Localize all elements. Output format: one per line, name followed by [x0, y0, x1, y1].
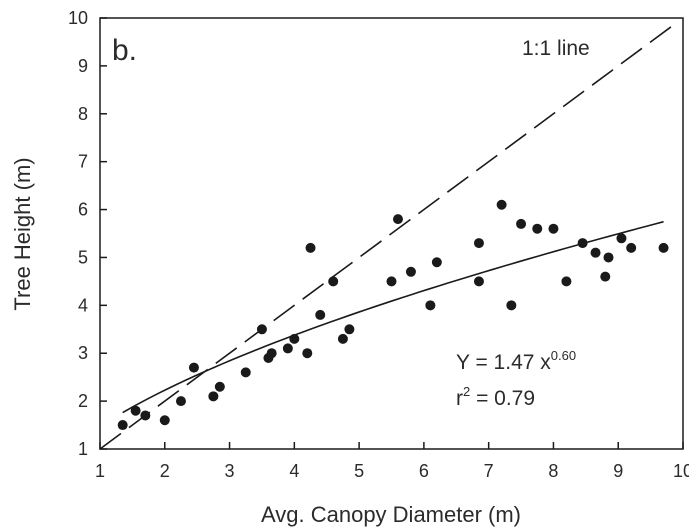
data-point	[130, 405, 141, 416]
data-point	[282, 343, 293, 354]
data-point	[256, 324, 267, 335]
x-tick-label: 7	[484, 461, 494, 481]
r-squared-value: = 0.79	[470, 387, 535, 410]
data-point	[337, 333, 348, 344]
y-tick-label: 2	[78, 391, 88, 411]
y-axis-title: Tree Height (m)	[10, 157, 35, 310]
data-point	[431, 257, 442, 268]
x-tick-label: 5	[354, 461, 364, 481]
tick-labels: 1 2 3 4 5 6 7 8 9 10 1 2 3 4 5 6 7 8 9 10	[68, 8, 689, 481]
x-tick-label: 9	[613, 461, 623, 481]
data-point	[532, 223, 543, 234]
data-point	[658, 242, 669, 253]
r-squared-exponent: 2	[463, 384, 470, 399]
reference-line-group	[99, 24, 674, 450]
data-point	[175, 396, 186, 407]
data-point	[315, 309, 326, 320]
data-point	[386, 276, 397, 287]
panel-label: b.	[112, 34, 137, 67]
data-point	[590, 247, 601, 258]
data-point	[616, 233, 627, 244]
data-point	[289, 333, 300, 344]
data-point	[603, 252, 614, 263]
data-point	[577, 238, 588, 249]
fit-r-squared: r2 = 0.79	[456, 384, 535, 410]
data-point	[117, 420, 128, 431]
r-squared-label: r	[456, 387, 463, 410]
data-point	[506, 300, 517, 311]
data-point	[600, 271, 611, 282]
data-point	[140, 410, 151, 421]
data-point	[344, 324, 355, 335]
data-point	[561, 276, 572, 287]
y-tick-label: 7	[78, 152, 88, 172]
data-point	[392, 214, 403, 225]
data-point	[425, 300, 436, 311]
x-tick-label: 1	[95, 461, 105, 481]
fit-curve	[122, 220, 664, 414]
fit-curve-group	[122, 220, 664, 414]
data-points	[117, 199, 669, 431]
data-point	[240, 367, 251, 378]
data-point	[328, 276, 339, 287]
data-point	[496, 199, 507, 210]
reference-line-label: 1:1 line	[522, 37, 590, 60]
data-point	[214, 381, 225, 392]
y-tick-label: 1	[78, 439, 88, 459]
one-to-one-line	[99, 24, 674, 450]
data-point	[473, 238, 484, 249]
data-point	[302, 348, 313, 359]
data-point	[548, 223, 559, 234]
data-point	[188, 362, 199, 373]
fit-equation-exponent: 0.60	[551, 348, 576, 363]
y-tick-label: 10	[68, 8, 88, 28]
x-tick-label: 8	[548, 461, 558, 481]
x-tick-label: 4	[289, 461, 299, 481]
y-tick-label: 9	[78, 56, 88, 76]
x-tick-label: 10	[673, 461, 689, 481]
data-point	[405, 266, 416, 277]
data-point	[266, 348, 277, 359]
data-point	[626, 242, 637, 253]
data-point	[208, 391, 219, 402]
y-tick-label: 3	[78, 343, 88, 363]
y-tick-label: 6	[78, 200, 88, 220]
axis-ticks	[99, 17, 684, 450]
plot-frame	[99, 17, 684, 450]
data-point	[159, 415, 170, 426]
y-tick-label: 5	[78, 247, 88, 267]
data-point	[305, 242, 316, 253]
x-tick-label: 2	[160, 461, 170, 481]
y-tick-label: 4	[78, 295, 88, 315]
fit-equation-prefix: Y = 1.47 x	[456, 351, 551, 374]
data-point	[516, 218, 527, 229]
x-tick-label: 3	[225, 461, 235, 481]
y-tick-label: 8	[78, 104, 88, 124]
fit-equation: Y = 1.47 x0.60	[456, 348, 576, 374]
x-tick-label: 6	[419, 461, 429, 481]
x-axis-title: Avg. Canopy Diameter (m)	[261, 502, 521, 527]
data-point	[473, 276, 484, 287]
